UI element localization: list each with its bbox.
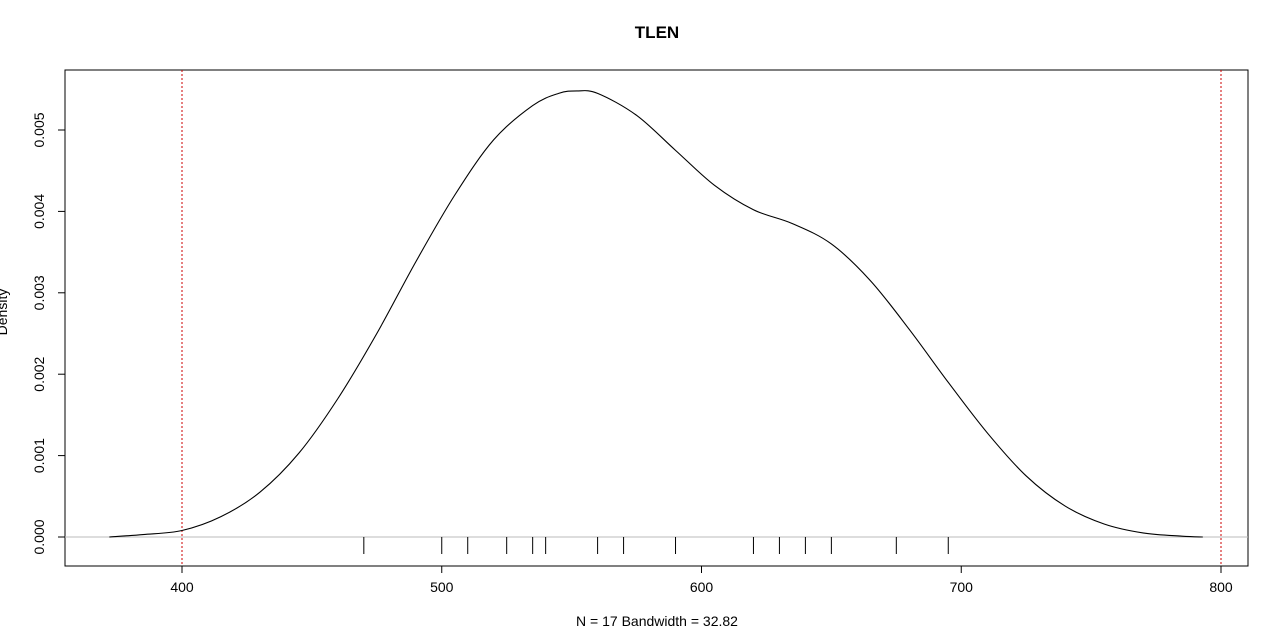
reference-lines <box>181 70 1222 566</box>
x-tick-label-400: 400 <box>170 579 194 595</box>
x-tick-label-600: 600 <box>690 579 714 595</box>
rug-marks <box>363 537 949 554</box>
y-tick-label-0: 0.000 <box>31 519 47 554</box>
x-axis-title: N = 17 Bandwidth = 32.82 <box>576 613 738 629</box>
x-tick-label-800: 800 <box>1209 579 1233 595</box>
density-curve <box>109 90 1203 538</box>
x-tick-label-500: 500 <box>430 579 454 595</box>
x-tick-label-700: 700 <box>950 579 974 595</box>
y-tick-label-1: 0.001 <box>31 438 47 473</box>
y-tick-label-2: 0.002 <box>31 356 47 391</box>
y-axis-title: Density <box>0 289 10 336</box>
x-axis: 400 500 600 700 800 <box>170 566 1233 595</box>
chart-title: TLEN <box>635 23 679 42</box>
y-tick-label-5: 0.005 <box>31 112 47 147</box>
plot-frame <box>64 69 1249 567</box>
y-axis: 0.000 0.001 0.002 0.003 0.004 0.005 <box>31 112 65 555</box>
y-tick-label-3: 0.003 <box>31 275 47 310</box>
y-tick-label-4: 0.004 <box>31 194 47 229</box>
